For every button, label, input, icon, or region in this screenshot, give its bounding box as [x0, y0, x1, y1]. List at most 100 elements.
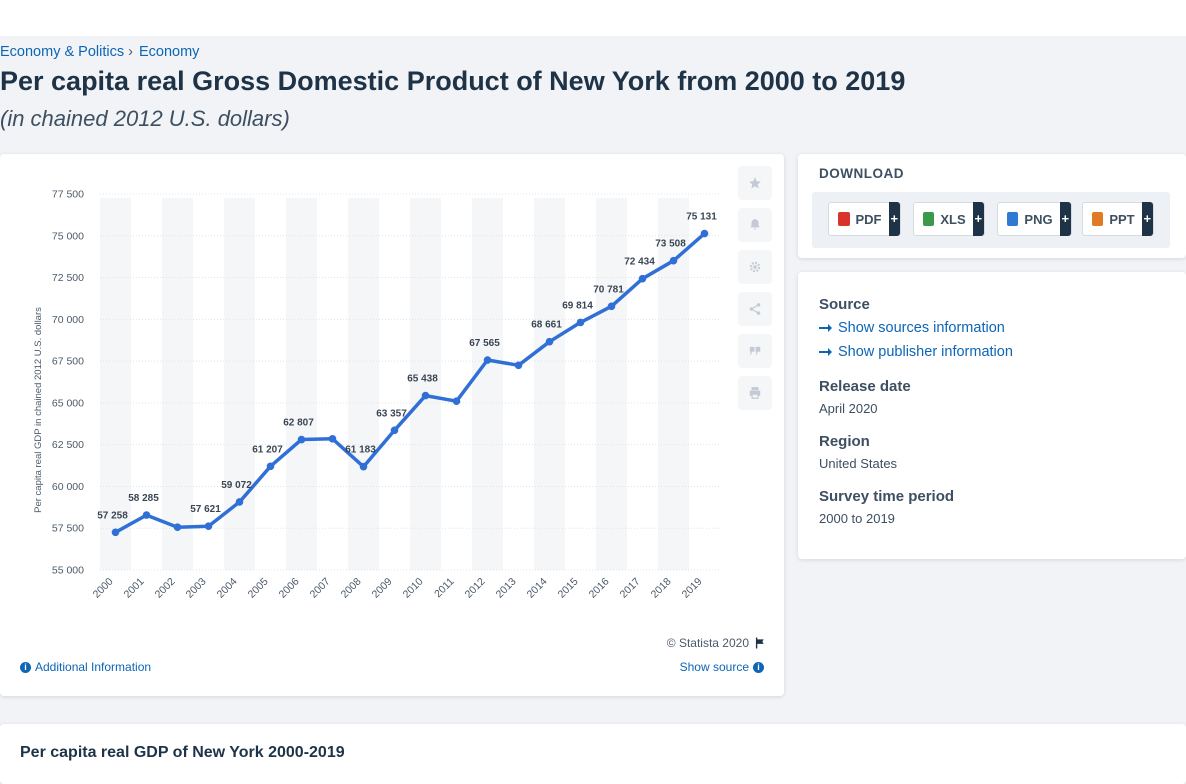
data-point — [576, 318, 585, 327]
flag-icon[interactable] — [755, 637, 766, 649]
print-icon — [749, 387, 761, 399]
data-point — [297, 435, 306, 444]
download-pdf-button[interactable]: PDF + — [828, 201, 901, 236]
quote-icon — [749, 346, 761, 355]
data-point — [204, 522, 213, 531]
data-label: 65 438 — [407, 374, 438, 385]
data-point — [142, 511, 151, 519]
data-point — [111, 528, 120, 537]
show-publisher-link[interactable]: Show publisher information — [819, 344, 1013, 360]
data-label: 70 781 — [593, 284, 624, 295]
pdf-file-icon — [838, 212, 850, 226]
data-point — [514, 361, 523, 370]
data-point — [638, 274, 647, 283]
data-label: 75 131 — [686, 212, 717, 223]
region-heading: Region — [819, 433, 870, 450]
breadcrumb: Economy & Politics › Economy — [0, 44, 199, 60]
y-tick-label: 77 500 — [52, 189, 84, 201]
data-label: 69 814 — [562, 300, 593, 311]
copyright: © Statista 2020 — [667, 636, 766, 650]
data-label: 72 434 — [624, 257, 655, 268]
breadcrumb-economy[interactable]: Economy — [138, 44, 200, 60]
data-point — [235, 498, 244, 506]
show-sources-link[interactable]: Show sources information — [819, 320, 1005, 336]
y-tick-label: 60 000 — [52, 481, 84, 493]
y-tick-label: 62 500 — [52, 439, 84, 451]
x-tick-label: 2018 — [649, 576, 674, 601]
share-icon — [749, 303, 761, 315]
download-png-button[interactable]: PNG + — [997, 201, 1072, 236]
data-label: 57 258 — [97, 510, 128, 521]
download-title: DOWNLOAD — [819, 166, 904, 181]
x-tick-label: 2015 — [556, 576, 581, 601]
release-date-heading: Release date — [819, 378, 911, 395]
star-icon — [749, 177, 761, 189]
plus-icon: + — [1059, 201, 1071, 236]
ppt-file-icon — [1092, 212, 1104, 226]
data-point — [700, 229, 709, 238]
download-xls-label: XLS — [940, 211, 966, 227]
breadcrumb-economy-politics[interactable]: Economy & Politics — [0, 44, 125, 60]
data-point — [173, 523, 182, 532]
info-icon: i — [753, 661, 764, 673]
plus-icon: + — [1141, 201, 1153, 236]
column-band — [410, 198, 441, 570]
data-point — [607, 302, 616, 311]
download-ppt-button[interactable]: PPT + — [1082, 201, 1154, 236]
data-label: 62 807 — [283, 418, 314, 429]
x-tick-label: 2008 — [339, 576, 364, 601]
source-heading: Source — [819, 296, 870, 313]
statistic-details-card: Source Show sources information Show pub… — [798, 272, 1186, 559]
breadcrumb-separator: › — [128, 44, 133, 60]
favorite-button[interactable] — [738, 166, 772, 200]
download-png-label: PNG — [1024, 211, 1053, 227]
download-card: DOWNLOAD PDF + XLS + PNG + PPT + — [798, 154, 1186, 258]
y-tick-label: 70 000 — [52, 314, 84, 326]
data-label: 61 183 — [345, 445, 376, 456]
column-band — [162, 198, 193, 570]
x-tick-label: 2013 — [494, 576, 519, 601]
notification-button[interactable] — [738, 208, 772, 242]
download-pdf-label: PDF — [855, 211, 882, 227]
settings-button[interactable] — [738, 250, 772, 284]
download-xls-button[interactable]: XLS + — [913, 201, 985, 236]
y-tick-label: 72 500 — [52, 272, 84, 284]
xls-file-icon — [923, 212, 935, 226]
x-tick-label: 2004 — [215, 576, 240, 601]
data-label: 61 207 — [252, 444, 283, 455]
data-point — [266, 462, 275, 471]
data-point — [421, 391, 430, 400]
plus-icon: + — [888, 201, 900, 236]
page-title: Per capita real Gross Domestic Product o… — [0, 66, 906, 96]
data-point — [452, 397, 461, 406]
x-tick-label: 2011 — [432, 576, 457, 601]
print-button[interactable] — [738, 376, 772, 410]
arrow-right-icon — [819, 324, 832, 332]
data-label: 57 621 — [190, 504, 221, 515]
data-point — [669, 256, 678, 265]
additional-information-link[interactable]: i Additional Information — [20, 660, 151, 674]
column-band — [348, 198, 379, 570]
cite-button[interactable] — [738, 334, 772, 368]
x-tick-label: 2010 — [401, 576, 426, 601]
x-tick-label: 2005 — [246, 576, 271, 601]
data-label: 59 072 — [221, 480, 252, 491]
share-button[interactable] — [738, 292, 772, 326]
data-point — [545, 337, 554, 346]
release-date-value: April 2020 — [819, 401, 878, 416]
x-tick-label: 2017 — [618, 576, 643, 601]
x-tick-label: 2016 — [587, 576, 612, 601]
column-band — [658, 198, 689, 570]
y-axis-label: Per capita real GDP in chained 2012 U.S.… — [33, 307, 44, 513]
line-chart: 55 000 57 500 60 000 62 500 65 000 67 500 70 0… — [33, 189, 720, 601]
data-label: 68 661 — [531, 320, 562, 331]
data-point — [390, 426, 399, 435]
show-publisher-label: Show publisher information — [838, 344, 1013, 360]
column-band — [472, 198, 503, 570]
x-tick-label: 2001 — [122, 576, 147, 601]
description-title: Per capita real GDP of New York 2000-201… — [20, 744, 345, 761]
data-label: 58 285 — [128, 493, 159, 504]
column-band — [596, 198, 627, 570]
y-tick-label: 65 000 — [52, 397, 84, 409]
show-source-link[interactable]: Show source i — [680, 660, 764, 674]
